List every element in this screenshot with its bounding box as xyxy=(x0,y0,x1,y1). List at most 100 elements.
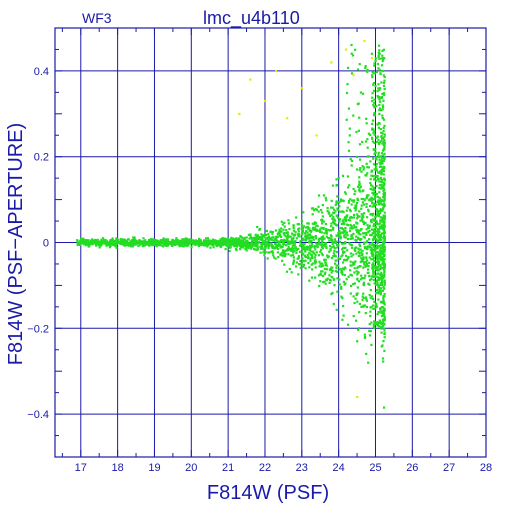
data-point xyxy=(373,326,376,330)
data-point xyxy=(168,242,171,245)
data-point xyxy=(368,199,371,202)
data-point xyxy=(358,254,361,257)
data-point xyxy=(306,231,309,234)
data-point xyxy=(286,243,289,246)
data-point xyxy=(260,238,263,241)
x-axis-label: F814W (PSF) xyxy=(207,482,329,504)
data-point xyxy=(261,246,264,250)
data-point xyxy=(292,233,295,236)
data-point xyxy=(194,243,197,246)
data-point xyxy=(383,79,386,82)
data-point xyxy=(373,300,376,303)
data-point xyxy=(359,278,363,281)
data-point xyxy=(84,238,87,242)
data-point xyxy=(325,231,328,234)
data-point xyxy=(371,136,374,139)
data-point xyxy=(296,223,299,226)
data-point xyxy=(344,233,347,236)
data-point xyxy=(383,303,386,306)
data-point xyxy=(382,106,385,109)
data-point xyxy=(234,238,237,241)
data-point xyxy=(378,170,381,173)
data-point xyxy=(345,278,348,281)
data-point xyxy=(365,352,368,355)
data-point xyxy=(340,222,343,225)
data-point xyxy=(365,194,368,197)
data-point xyxy=(382,220,385,223)
data-point xyxy=(376,234,379,237)
data-point xyxy=(308,279,311,282)
data-point xyxy=(376,259,379,262)
data-point xyxy=(254,233,257,236)
data-point xyxy=(275,69,278,73)
data-point xyxy=(376,94,379,98)
data-point xyxy=(373,186,376,189)
data-point xyxy=(197,241,200,244)
data-point xyxy=(383,316,386,319)
data-point xyxy=(328,212,331,215)
data-point xyxy=(380,238,383,241)
data-point xyxy=(351,199,354,202)
data-point xyxy=(373,130,376,133)
data-point xyxy=(371,71,374,74)
data-point xyxy=(376,313,379,316)
data-point xyxy=(295,216,298,219)
data-point xyxy=(297,234,300,238)
data-point xyxy=(383,88,386,91)
data-point xyxy=(358,176,361,179)
data-point xyxy=(216,240,219,243)
data-point xyxy=(287,240,290,243)
data-point xyxy=(380,159,383,163)
data-point xyxy=(342,222,346,225)
data-point xyxy=(88,243,91,247)
data-point xyxy=(310,250,313,253)
data-point xyxy=(382,223,385,226)
data-point xyxy=(151,244,154,247)
data-point xyxy=(367,231,370,234)
data-point xyxy=(379,307,382,311)
data-point xyxy=(348,184,351,187)
data-point xyxy=(343,258,346,262)
data-point xyxy=(382,99,385,102)
data-point xyxy=(272,239,275,242)
data-point xyxy=(98,242,101,245)
data-point xyxy=(76,243,80,246)
data-point xyxy=(371,267,374,270)
data-point xyxy=(294,240,297,243)
data-point xyxy=(321,215,324,218)
data-point xyxy=(288,228,291,231)
data-point xyxy=(373,101,376,104)
data-point xyxy=(100,238,103,241)
data-point xyxy=(308,252,311,255)
data-point xyxy=(355,235,358,238)
data-point xyxy=(330,225,333,228)
data-point xyxy=(292,251,295,254)
data-point xyxy=(304,226,307,229)
data-point xyxy=(383,336,386,339)
data-point xyxy=(221,242,224,245)
data-point xyxy=(370,57,373,60)
data-point xyxy=(330,222,333,225)
data-point xyxy=(227,238,230,241)
data-point xyxy=(381,289,384,292)
data-point xyxy=(309,257,312,260)
data-point xyxy=(130,244,133,247)
data-point xyxy=(308,247,312,250)
data-point xyxy=(279,246,282,249)
data-point xyxy=(347,201,350,204)
data-point xyxy=(330,213,333,216)
data-point xyxy=(209,241,212,244)
data-point xyxy=(356,155,359,158)
data-point xyxy=(162,241,165,244)
data-point xyxy=(292,236,295,239)
data-point xyxy=(382,84,386,88)
data-point xyxy=(341,318,344,321)
data-point xyxy=(383,211,386,214)
data-point xyxy=(377,321,380,324)
data-point xyxy=(136,240,139,243)
data-point xyxy=(349,292,352,295)
data-point xyxy=(365,117,368,120)
data-point xyxy=(271,230,274,234)
x-tick-label: 24 xyxy=(333,462,345,474)
data-point xyxy=(345,254,348,257)
